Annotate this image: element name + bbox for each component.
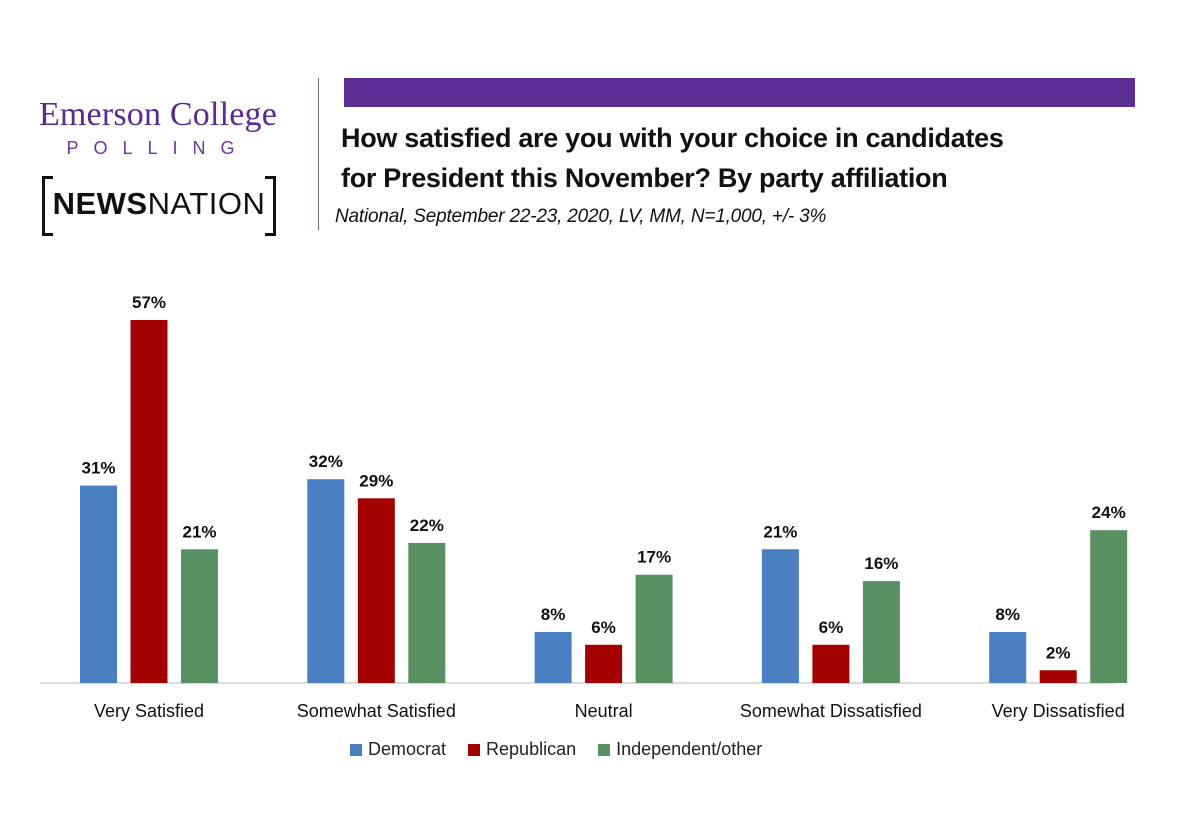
data-label-very-dissatisfied-independent-other: 24%	[1092, 503, 1126, 522]
data-label-somewhat-dissatisfied-republican: 6%	[819, 618, 844, 637]
accent-bar	[344, 78, 1135, 107]
bar-very-dissatisfied-republican	[1039, 670, 1077, 683]
bar-very-satisfied-democrat	[80, 485, 117, 683]
legend-label-independent: Independent/other	[616, 739, 763, 759]
chart-title: How satisfied are you with your choice i…	[341, 118, 1141, 198]
bar-very-dissatisfied-independent-other	[1090, 530, 1128, 683]
bar-somewhat-dissatisfied-independent-other	[862, 581, 900, 683]
bar-very-satisfied-independent-other	[181, 549, 218, 683]
legend-swatch-democrat	[350, 743, 362, 756]
header-divider	[318, 78, 319, 230]
legend: Democrat Republican Independent/other	[350, 739, 784, 760]
data-label-somewhat-satisfied-republican: 29%	[359, 471, 393, 490]
data-label-very-satisfied-republican: 57%	[132, 293, 166, 312]
emerson-college-logo: Emerson College	[38, 96, 278, 133]
data-label-somewhat-satisfied-democrat: 32%	[309, 452, 343, 471]
chart-title-line-2: for President this November? By party af…	[341, 163, 948, 193]
legend-swatch-independent	[598, 743, 611, 756]
x-tick-somewhat-dissatisfied: Somewhat Dissatisfied	[740, 701, 922, 721]
bars-group	[80, 320, 1128, 683]
bar-somewhat-dissatisfied-democrat	[761, 549, 799, 683]
chart-subtitle: National, September 22-23, 2020, LV, MM,…	[335, 206, 827, 227]
legend-label-democrat: Democrat	[368, 739, 447, 759]
legend-item-republican: Republican	[468, 739, 576, 760]
x-tick-very-satisfied: Very Satisfied	[94, 701, 204, 721]
data-labels-group: 31% 57% 21% 32% 29% 22% 8% 6% 17% 21% 6% 16% 8% 2% 24%	[81, 293, 1125, 662]
bar-somewhat-satisfied-independent-other	[408, 542, 446, 683]
legend-label-republican: Republican	[486, 739, 577, 759]
logo-bracket-right	[265, 176, 276, 236]
x-tick-very-dissatisfied: Very Dissatisfied	[992, 701, 1125, 721]
legend-swatch-republican	[468, 743, 481, 756]
newsnation-logo: NEWSNATION	[42, 176, 276, 236]
bar-very-satisfied-republican	[130, 320, 168, 683]
bar-somewhat-satisfied-republican	[357, 498, 395, 683]
newsnation-nation: NATION	[147, 186, 266, 221]
legend-item-independent: Independent/other	[598, 739, 762, 760]
data-label-very-satisfied-independent-other: 21%	[182, 522, 216, 541]
data-label-neutral-republican: 6%	[591, 618, 616, 637]
polling-logo-text: POLLING	[66, 138, 250, 158]
bar-very-dissatisfied-democrat	[989, 632, 1027, 683]
data-label-very-dissatisfied-democrat: 8%	[995, 605, 1020, 624]
bar-somewhat-satisfied-democrat	[307, 479, 345, 683]
bar-neutral-republican	[585, 644, 623, 683]
data-label-somewhat-dissatisfied-independent-other: 16%	[864, 554, 898, 573]
data-label-neutral-independent-other: 17%	[637, 548, 671, 567]
data-label-very-satisfied-democrat: 31%	[81, 459, 115, 478]
x-tick-somewhat-satisfied: Somewhat Satisfied	[297, 701, 456, 721]
data-label-somewhat-satisfied-independent-other: 22%	[410, 516, 444, 535]
newsnation-news: NEWS	[52, 186, 148, 221]
chart-title-line-1: How satisfied are you with your choice i…	[341, 123, 1004, 153]
data-label-very-dissatisfied-republican: 2%	[1046, 643, 1071, 662]
legend-item-democrat: Democrat	[350, 739, 446, 760]
data-label-neutral-democrat: 8%	[541, 605, 566, 624]
logo-bracket-left	[42, 176, 53, 236]
newsnation-wordmark: NEWSNATION	[52, 186, 266, 222]
x-tick-labels-group: Very Satisfied Somewhat Satisfied Neutral S…	[94, 701, 1125, 721]
bar-neutral-independent-other	[635, 574, 673, 683]
bar-somewhat-dissatisfied-republican	[812, 644, 850, 683]
x-tick-neutral: Neutral	[575, 701, 633, 721]
bar-neutral-democrat	[534, 632, 572, 683]
data-label-somewhat-dissatisfied-democrat: 21%	[763, 522, 797, 541]
